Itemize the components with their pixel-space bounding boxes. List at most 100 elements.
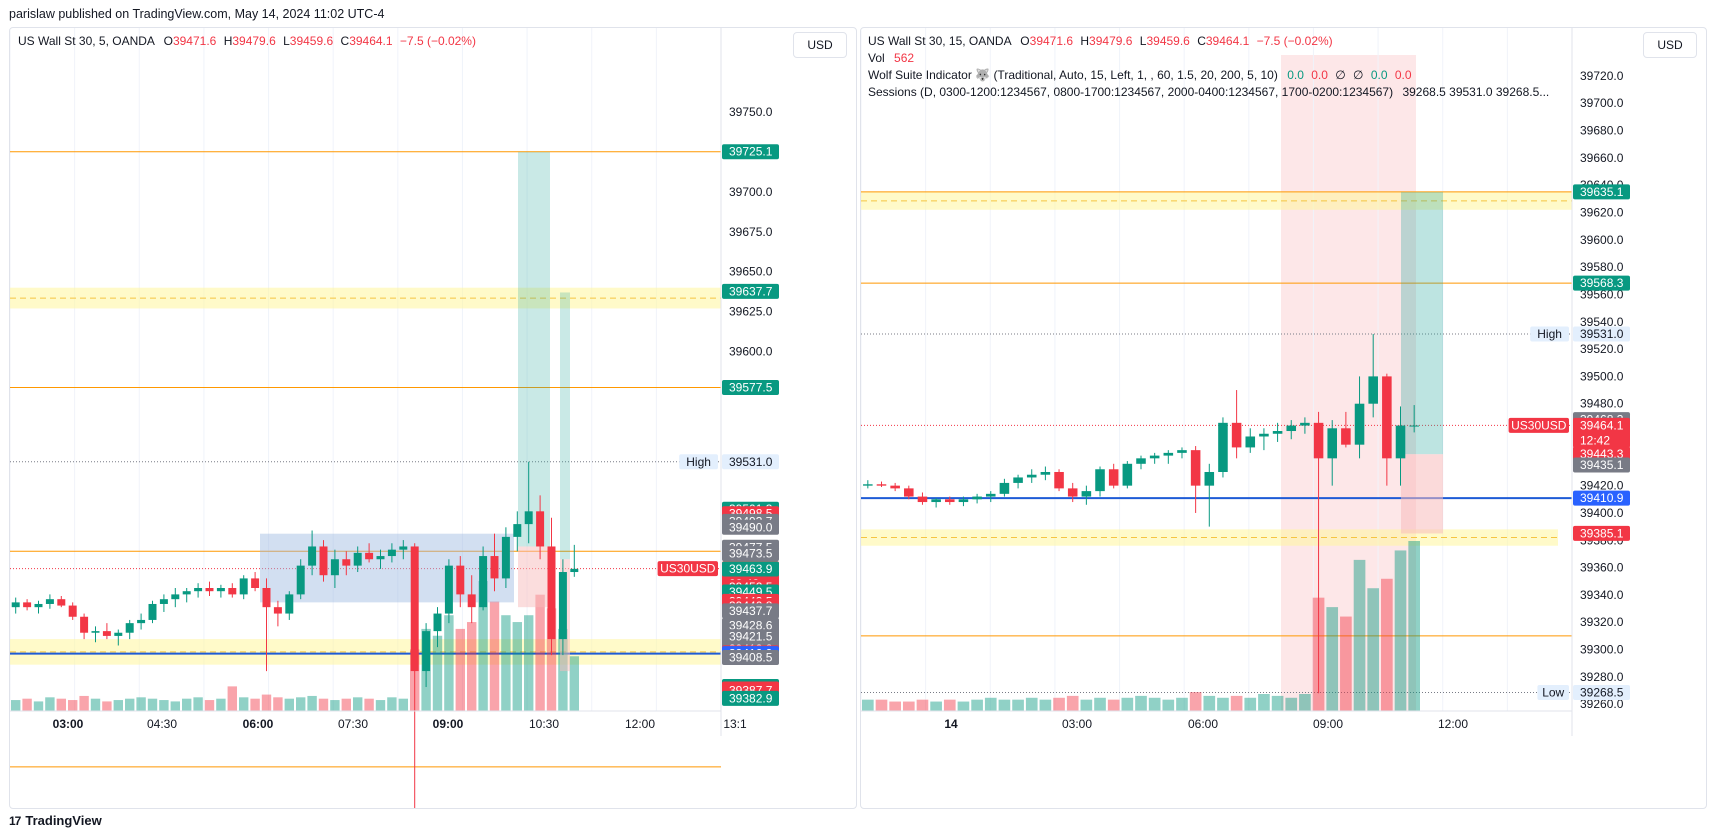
currency-button[interactable]: USD [1643,32,1697,58]
volume-bar [1176,697,1188,711]
price-tag-label: 39568.3 [1580,276,1624,290]
open-label: O [163,34,173,48]
candle-body [1395,425,1406,459]
time-axis-tick: 03:00 [1062,717,1092,731]
price-tag-name: US30USD [1511,418,1567,432]
volume-bar [250,698,260,711]
position-tool-box [560,292,570,560]
candle-body [159,599,168,604]
volume-bar [455,628,465,711]
volume-bar [535,594,545,711]
volume-bar [1217,697,1229,711]
volume-bar [1230,695,1243,711]
price-tag [722,519,779,535]
price-tag [722,561,779,577]
volume-bar [524,615,534,711]
price-tag-name: High [1537,327,1562,341]
wolf-value-5: 0.0 [1370,68,1388,82]
candle-body [479,556,488,608]
volume-bar [136,697,146,711]
volume-bar [1353,559,1366,711]
position-tool-box [1401,454,1443,534]
volume-bar [1285,697,1298,711]
candle-body [1095,469,1105,492]
chart-panel-right[interactable]: 39720.039700.039680.039660.039640.039620… [860,27,1707,809]
candle-body [999,482,1010,494]
volume-bar [1394,550,1407,711]
sessions-indicator-label[interactable]: Sessions (D, 0300-1200:1234567, 0800-170… [868,85,1394,99]
supply-demand-zone [861,529,1558,546]
candle-body [228,587,237,595]
candle-body [376,556,385,560]
price-axis-tick: 39700.0 [1580,96,1624,110]
volume-bar [1408,541,1420,711]
candle-body [547,546,556,640]
price-axis-tick: 39340.0 [1580,588,1624,602]
candle-body [330,559,339,576]
volume-bar [1203,695,1216,711]
volume-bar [957,701,970,711]
volume-bar [930,701,942,711]
chart-canvas-left[interactable]: 39750.0 39700.0 39675.0 39650.0 39625.0 39600… [10,28,856,808]
price-axis-tick: 39360.0 [1580,561,1624,575]
volume-bar [467,622,477,711]
candle-body [863,484,873,486]
candle-body [137,619,146,624]
price-tag-label: 39428.6 [729,618,773,632]
price-axis-tick: 39680.0 [1580,124,1624,138]
chart-panel-left[interactable]: 39750.0 39700.0 39675.0 39650.0 39625.0 39600… [9,27,857,809]
price-tag-label: 39637.7 [729,284,773,298]
wolf-value-6: 0.0 [1394,68,1412,82]
price-tag-countdown: 12:42 [1580,433,1610,447]
candle-body [1300,422,1310,426]
volume-label[interactable]: Vol [868,51,885,65]
volume-bar [984,697,997,711]
volume-bar [79,695,89,711]
candle-body [125,623,134,633]
price-tag-label: 39437.7 [729,604,773,618]
candle-body [558,572,567,640]
candle-body [1354,403,1365,445]
price-axis-tick: 39280.0 [1580,670,1624,684]
high-value: 39479.6 [232,34,276,48]
price-axis-tick: 39520.0 [1580,342,1624,356]
candle-body [1163,452,1174,456]
price-tag-label: 39463.9 [729,562,773,576]
currency-button[interactable]: USD [793,32,847,58]
volume-bar [1381,578,1393,711]
chart-canvas-right[interactable]: 39720.039700.039680.039660.039640.039620… [861,28,1706,808]
price-axis-tick: 39480.0 [1580,397,1624,411]
candle-body [904,488,914,497]
candle-body [931,499,941,503]
time-axis-tick: 13:1 [723,717,747,731]
time-axis-tick: 07:30 [338,717,368,731]
candle-body [410,546,419,672]
candle-body [353,552,362,566]
volume-bar [68,700,78,711]
candle-body [1122,463,1133,486]
volume-bar [147,698,158,711]
wolf-value-4: ∅ [1353,68,1364,82]
candle-body [1245,436,1256,448]
wolf-indicator-label[interactable]: Wolf Suite Indicator 🐺 (Traditional, Aut… [868,68,1278,82]
candle-body [876,484,887,486]
candle-body [365,552,374,560]
symbol-label[interactable]: US Wall St 30, 15, OANDA [868,34,1011,48]
volume-bar [102,701,112,711]
volume-bar [330,700,340,711]
symbol-label[interactable]: US Wall St 30, 5, OANDA [18,34,155,48]
candle-body [1327,428,1337,459]
candle-body [399,546,408,550]
candle-body [985,493,996,497]
candle-body [1081,491,1092,497]
price-tag [722,454,779,470]
volume-bar [1066,695,1079,711]
price-tag-name-box [1530,326,1569,342]
publish-header: parislaw published on TradingView.com, M… [9,7,385,21]
price-tag [1573,275,1630,291]
time-axis-tick: 06:00 [243,717,274,731]
high-value: 39479.6 [1089,34,1133,48]
candle-body [68,605,77,617]
candle-body [917,496,928,503]
volume-value: 562 [894,51,915,65]
